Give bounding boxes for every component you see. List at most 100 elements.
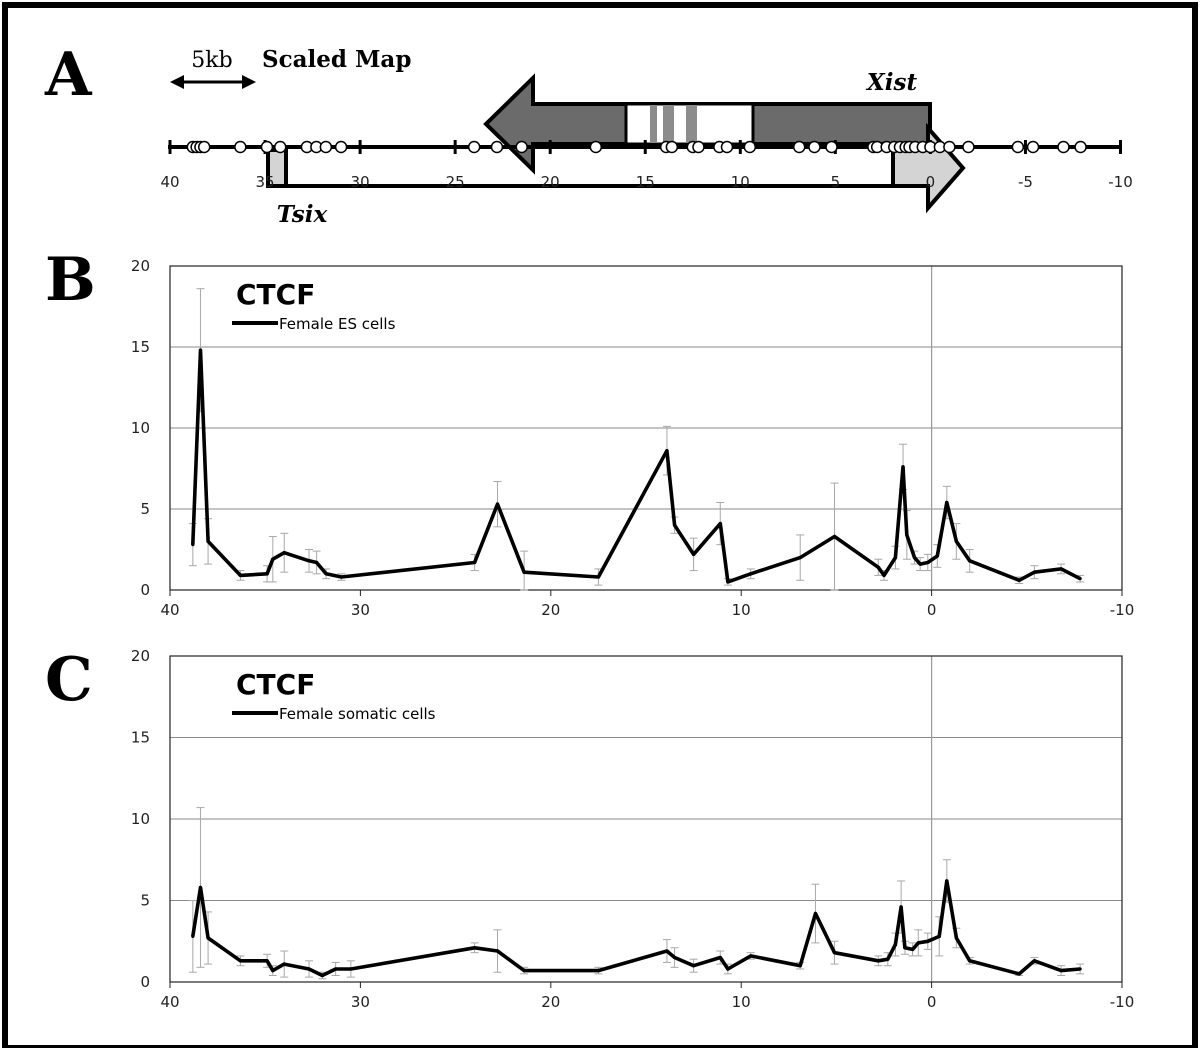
data-point: [968, 959, 972, 963]
data-point: [903, 946, 907, 950]
ctcf-site-marker: [1057, 140, 1070, 154]
x-tick-label: 40: [160, 601, 179, 619]
data-point: [473, 946, 477, 950]
data-point: [473, 560, 477, 565]
data-point: [882, 573, 886, 578]
data-point: [692, 552, 696, 556]
data-point: [320, 973, 324, 978]
data-point: [265, 572, 269, 576]
x-tick-label: 20: [541, 601, 560, 619]
plot-frame: [169, 655, 1123, 983]
data-point: [1032, 570, 1037, 574]
map-tick-label: 15: [636, 173, 655, 191]
data-point: [916, 941, 920, 945]
data-point: [206, 539, 210, 544]
ctcf-site-marker: [515, 140, 528, 154]
data-point: [937, 934, 941, 938]
ctcf-site-marker: [467, 140, 481, 154]
data-point: [198, 885, 203, 890]
ctcf-site-marker: [692, 140, 705, 154]
data-point: [893, 942, 898, 947]
data-point: [191, 543, 195, 547]
data-point: [596, 575, 601, 579]
y-tick-label: 5: [140, 500, 150, 518]
chart-b-female-es: 0 5 10 15 20 40 30 20 10 0 -10 CTCF Female ES cells: [131, 257, 1134, 619]
xist-label: Xist: [865, 69, 918, 96]
data-point: [901, 465, 905, 469]
data-point: [692, 964, 696, 968]
map-tick-label: 20: [541, 173, 560, 191]
ctcf-site-marker: [234, 140, 247, 154]
data-point: [522, 968, 526, 973]
x-tick-label: 10: [732, 601, 751, 619]
ctcf-site-marker: [808, 140, 821, 154]
data-point: [206, 936, 210, 940]
x-tick-label: 10: [732, 993, 751, 1011]
ctcf-site-marker: [274, 140, 287, 154]
data-point: [495, 502, 500, 506]
legend-label: Female somatic cells: [279, 705, 436, 723]
data-point: [334, 967, 338, 971]
data-point: [672, 523, 677, 527]
map-tick-label: -5: [1018, 173, 1033, 191]
ctcf-site-marker: [334, 140, 348, 154]
xist-exon-bar: [686, 105, 697, 143]
xist-exon-bar: [650, 105, 657, 143]
xist-exon-bar: [663, 105, 674, 143]
data-point: [876, 959, 880, 963]
data-point: [522, 570, 526, 574]
ctcf-site-marker: [1026, 140, 1040, 154]
data-point: [1059, 567, 1063, 571]
data-point: [886, 957, 890, 961]
data-point: [813, 911, 818, 916]
map-tick-label: 25: [446, 173, 465, 191]
ctcf-site-marker: [589, 140, 603, 154]
ctcf-site-marker: [792, 140, 806, 154]
data-point: [832, 534, 837, 539]
ctcf-site-marker: [490, 140, 504, 154]
scale-bar-label: 5kb: [191, 48, 232, 73]
data-point: [1017, 578, 1021, 582]
ctcf-site-marker: [962, 140, 975, 154]
chart-title: CTCF: [236, 668, 315, 701]
data-point: [1032, 959, 1037, 963]
ctcf-site-marker: [720, 140, 734, 154]
scale-bar-left-arrowhead: [170, 75, 184, 89]
series-line: [191, 879, 1081, 978]
data-point: [271, 968, 275, 973]
chart-title: CTCF: [236, 278, 315, 311]
y-tick-label: 5: [140, 892, 150, 910]
y-tick-label: 20: [131, 257, 150, 275]
scale-bar-right-arrowhead: [242, 75, 256, 89]
data-point: [349, 967, 353, 971]
y-tick-label: 15: [131, 338, 150, 356]
data-point: [1078, 577, 1082, 581]
data-point: [926, 939, 930, 943]
data-point: [238, 573, 243, 578]
data-point: [495, 949, 500, 953]
data-point: [893, 556, 898, 560]
ctcf-site-marker: [943, 140, 956, 154]
ctcf-site-marker: [743, 140, 757, 154]
map-tick-label: 10: [731, 173, 750, 191]
map-tick-label: -10: [1108, 173, 1133, 191]
data-point: [749, 572, 753, 576]
data-point: [954, 936, 958, 940]
data-point: [238, 959, 243, 963]
data-point: [315, 560, 319, 565]
panel-b-letter: B: [45, 245, 96, 315]
map-tick-label: 30: [351, 173, 370, 191]
data-point: [271, 557, 275, 561]
y-tick-label: 15: [131, 729, 150, 747]
x-tick-label: 20: [541, 993, 560, 1011]
x-tick-label: 30: [351, 993, 370, 1011]
x-tick-label: 40: [160, 993, 179, 1011]
data-point: [339, 575, 343, 579]
panel-a-letter: A: [44, 40, 93, 110]
data-point: [905, 533, 909, 537]
data-point: [968, 559, 972, 563]
y-tick-label: 0: [140, 581, 150, 599]
data-point: [726, 580, 730, 584]
data-point: [282, 962, 286, 966]
